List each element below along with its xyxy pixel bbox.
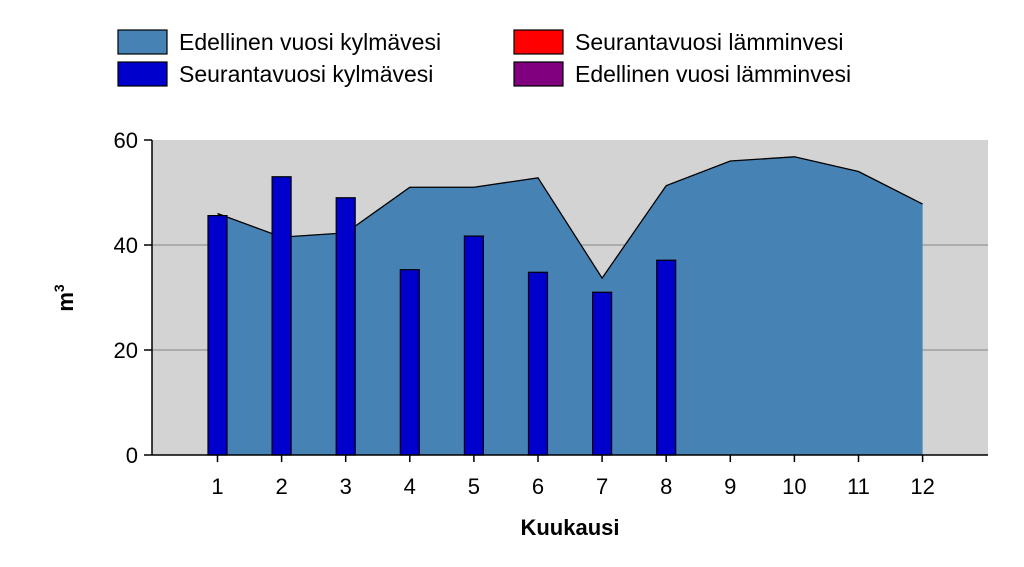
bar (656, 259, 677, 456)
x-tick-label: 7 (596, 474, 608, 499)
y-axis-title-main: m (53, 292, 78, 312)
y-tick-label: 60 (114, 128, 138, 153)
bar-series (207, 176, 677, 456)
bar (271, 176, 292, 456)
x-tick-label: 11 (847, 474, 870, 499)
bar (207, 215, 228, 456)
legend-label: Edellinen vuosi kylmävesi (179, 29, 441, 55)
x-tick-label: 6 (532, 474, 544, 499)
bar (591, 291, 613, 456)
axes (144, 139, 988, 462)
x-tick-label: 8 (660, 474, 672, 499)
x-tick-label: 12 (910, 474, 934, 499)
bar (463, 235, 484, 456)
legend: Edellinen vuosi kylmävesi Seurantavuosi k… (117, 29, 851, 87)
y-tick-label: 40 (114, 233, 138, 258)
bar (527, 271, 549, 456)
legend-label: Edellinen vuosi lämminvesi (575, 61, 851, 87)
y-axis-title-superscript: 3 (51, 284, 67, 292)
x-tick-label: 9 (724, 474, 736, 499)
x-tick-label: 5 (468, 474, 480, 499)
x-tick-label: 1 (211, 474, 223, 499)
bar (399, 269, 420, 456)
x-tick-label: 2 (275, 474, 287, 499)
x-axis-title: Kuukausi (520, 515, 619, 540)
legend-swatch (513, 29, 564, 55)
legend-label: Seurantavuosi kylmävesi (179, 61, 433, 87)
legend-swatch (513, 61, 564, 87)
y-tick-label: 20 (114, 338, 138, 363)
y-axis-title: m3 (51, 284, 78, 312)
legend-swatch (117, 29, 168, 55)
bar (335, 197, 356, 456)
legend-swatch (117, 61, 168, 87)
x-tick-label: 3 (340, 474, 352, 499)
area-fill (217, 156, 923, 456)
legend-label: Seurantavuosi lämminvesi (575, 29, 843, 55)
x-tick-label: 10 (782, 474, 806, 499)
x-tick-label: 4 (404, 474, 416, 499)
area-outline (217, 156, 923, 280)
area-series (217, 156, 923, 456)
y-tick-label: 0 (126, 443, 138, 468)
